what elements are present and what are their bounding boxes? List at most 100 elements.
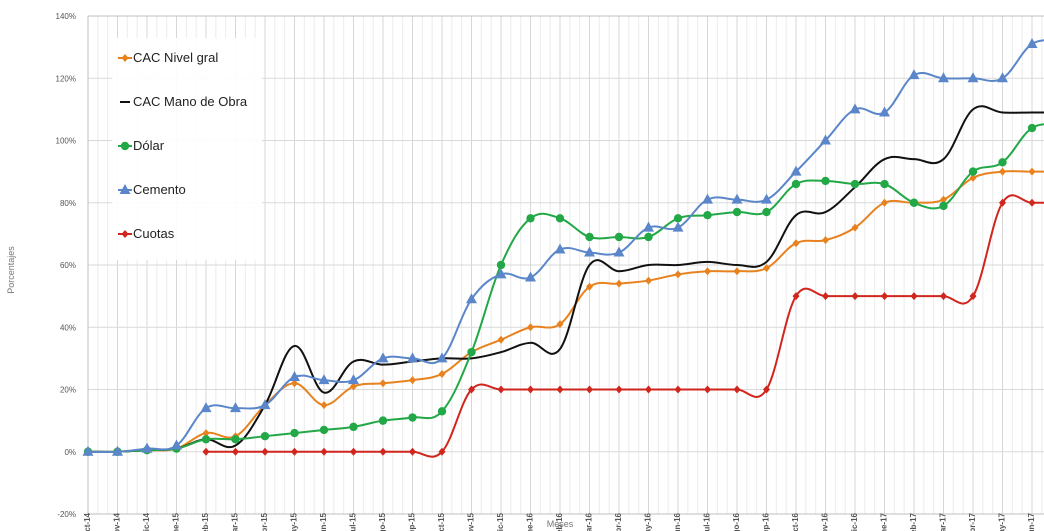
data-point [290, 428, 299, 438]
data-point [703, 211, 712, 220]
data-point [202, 447, 210, 456]
legend-label: CAC Nivel gral [133, 50, 218, 65]
x-tick-label: nov-14 [113, 512, 122, 531]
data-point [409, 447, 416, 456]
data-point [407, 352, 418, 363]
data-point [851, 223, 859, 232]
data-point [379, 379, 387, 388]
x-tick-label: abr-15 [260, 512, 269, 531]
data-point [732, 207, 742, 217]
x-tick-label: feb-16 [555, 512, 564, 531]
series-layer [82, 38, 1044, 458]
x-tick-label: dic-16 [850, 512, 859, 531]
data-point [320, 401, 328, 410]
x-tick-label: mar-16 [585, 512, 594, 531]
data-point [1026, 38, 1038, 49]
data-point [820, 134, 831, 145]
series-4 [202, 194, 1044, 458]
data-point [556, 385, 564, 394]
legend-label: Dólar [133, 138, 165, 153]
data-point [643, 221, 654, 232]
series-line [87, 39, 1044, 453]
data-point [822, 236, 829, 245]
y-tick-label: 100% [56, 137, 76, 146]
data-point [289, 371, 300, 382]
x-tick-label: abr-16 [614, 512, 623, 531]
data-point [496, 260, 506, 270]
x-tick-label: ene-17 [880, 512, 889, 531]
x-tick-label: jun-15 [319, 512, 328, 531]
data-point [881, 198, 888, 207]
data-point [468, 385, 475, 394]
y-tick-label: 40% [60, 323, 76, 332]
data-point [259, 399, 271, 410]
x-tick-label: ago-16 [732, 512, 741, 531]
data-point [200, 402, 212, 413]
legend-label: CAC Mano de Obra [133, 94, 248, 109]
data-point [674, 385, 682, 394]
series-line [87, 123, 1044, 453]
data-point [731, 193, 743, 204]
data-point [466, 293, 477, 304]
x-tick-label: jul-16 [703, 512, 712, 531]
data-point [702, 193, 713, 204]
data-point [291, 447, 298, 456]
x-tick-label: feb-17 [909, 512, 918, 531]
legend-marker [119, 184, 131, 194]
x-tick-label: may-17 [998, 512, 1007, 531]
data-point [939, 201, 948, 211]
x-tick-label: jun-17 [1027, 512, 1036, 531]
x-axis-title: Meses [547, 519, 574, 529]
data-point [849, 103, 861, 114]
data-point [672, 221, 684, 232]
data-point [879, 106, 890, 117]
data-point [141, 442, 153, 453]
data-point [940, 195, 947, 204]
data-point [999, 167, 1006, 176]
data-point [526, 214, 535, 223]
x-tick-label: jul-15 [349, 512, 358, 531]
data-point [968, 167, 978, 176]
data-point [910, 292, 918, 301]
y-tick-label: 20% [60, 386, 76, 395]
y-tick-label: 80% [60, 199, 76, 208]
x-tick-label: sep-16 [762, 512, 771, 531]
data-point [615, 385, 623, 394]
y-tick-label: 60% [60, 261, 76, 270]
data-point [704, 267, 711, 276]
data-point [291, 379, 298, 388]
data-point [791, 179, 801, 189]
data-point [733, 267, 741, 276]
series-line [205, 194, 1044, 458]
legend: CAC Nivel gral CAC Mano de Obra Dólar Cemen… [112, 38, 262, 260]
x-tick-label: may-16 [644, 512, 653, 531]
data-point [792, 239, 800, 248]
data-point [645, 276, 652, 285]
y-tick-label: -20% [57, 510, 76, 519]
x-tick-label: nov-16 [821, 512, 830, 531]
data-point [261, 447, 269, 456]
data-point [613, 246, 625, 257]
data-point [909, 198, 919, 207]
data-point [409, 376, 416, 385]
data-point [232, 447, 239, 456]
data-point [762, 207, 771, 217]
x-tick-label: dic-14 [142, 512, 151, 531]
x-tick-label: nov-15 [467, 512, 476, 531]
series-3 [82, 38, 1044, 456]
x-tick-label: oct-15 [437, 512, 446, 531]
data-point [497, 335, 505, 344]
data-point [967, 72, 979, 83]
data-point [908, 69, 920, 80]
data-point [998, 158, 1007, 167]
data-point [231, 435, 240, 444]
data-point [408, 413, 417, 422]
data-point [112, 445, 123, 456]
data-point [615, 279, 623, 288]
data-point [792, 292, 800, 301]
data-point [527, 385, 534, 394]
data-point [614, 232, 624, 242]
legend-marker [120, 141, 130, 151]
data-point [821, 176, 830, 186]
data-point [320, 447, 328, 456]
